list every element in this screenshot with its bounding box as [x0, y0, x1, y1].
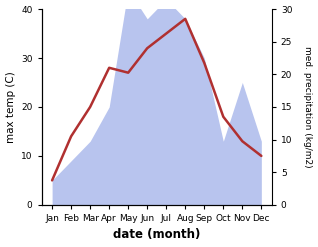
Y-axis label: max temp (C): max temp (C)	[5, 71, 16, 143]
Y-axis label: med. precipitation (kg/m2): med. precipitation (kg/m2)	[303, 46, 313, 168]
X-axis label: date (month): date (month)	[113, 228, 200, 242]
